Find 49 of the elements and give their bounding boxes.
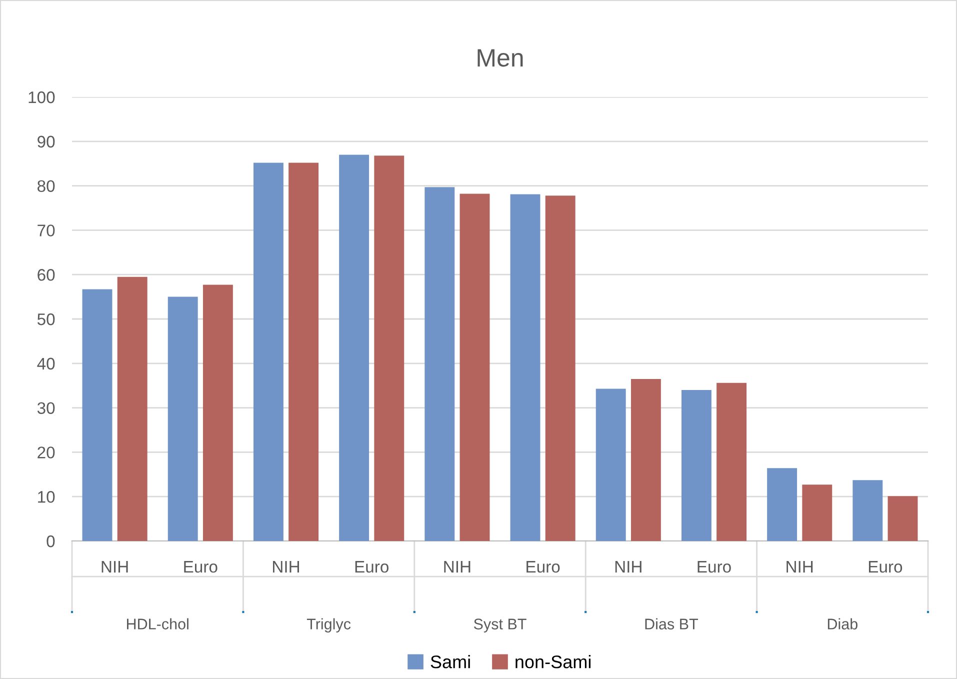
text: Triglyc — [306, 618, 351, 632]
text: Dias BT — [645, 618, 698, 630]
bar — [168, 296, 198, 541]
y-tick-label: 0 — [46, 535, 55, 548]
bar — [596, 388, 626, 541]
bar — [510, 194, 540, 541]
y-tick-label: 80 — [38, 180, 55, 192]
x-tick-label: Euro — [868, 561, 902, 573]
x-tick-label: NIH — [786, 561, 813, 573]
bar — [802, 484, 832, 541]
text: Syst BT — [474, 618, 526, 632]
x-tick-label: Euro — [184, 561, 218, 573]
x-tick-label: Euro — [698, 561, 731, 573]
x-tick-label: NIH — [102, 561, 128, 573]
bar — [374, 156, 404, 541]
bar — [852, 480, 883, 541]
bar — [460, 194, 490, 541]
chart-title: Men — [478, 49, 523, 67]
x-tick-label: NIH — [444, 561, 470, 573]
bar — [82, 289, 112, 541]
bar — [117, 276, 148, 541]
bar — [202, 284, 233, 541]
y-tick-label: 100 — [28, 91, 55, 104]
legend-label: Sami — [430, 655, 470, 668]
x-tick-label: NIH — [273, 561, 299, 573]
bar — [339, 154, 370, 541]
text: Diab — [828, 618, 858, 630]
text: HDL-chol — [127, 618, 188, 630]
bar — [716, 382, 747, 541]
bar — [545, 196, 576, 541]
y-tick-label: 20 — [38, 446, 55, 458]
x-tick-label: Euro — [526, 561, 560, 573]
y-tick-label: 70 — [38, 224, 55, 236]
legend-label: non-Sami — [516, 655, 590, 668]
x-tick-label: Euro — [355, 561, 389, 573]
y-tick-label: 50 — [37, 313, 55, 326]
y-tick-label: 60 — [38, 269, 55, 281]
bar — [253, 162, 284, 541]
x-tick-label: NIH — [615, 561, 642, 573]
bar — [288, 162, 319, 541]
y-tick-label: 90 — [38, 136, 55, 148]
y-tick-label: 10 — [38, 491, 55, 503]
bar — [681, 390, 712, 541]
bar — [630, 378, 661, 541]
bar — [888, 496, 918, 541]
y-tick-label: 30 — [37, 402, 55, 414]
bar — [767, 468, 798, 541]
y-tick-label: 40 — [37, 358, 55, 370]
bar — [424, 187, 455, 541]
